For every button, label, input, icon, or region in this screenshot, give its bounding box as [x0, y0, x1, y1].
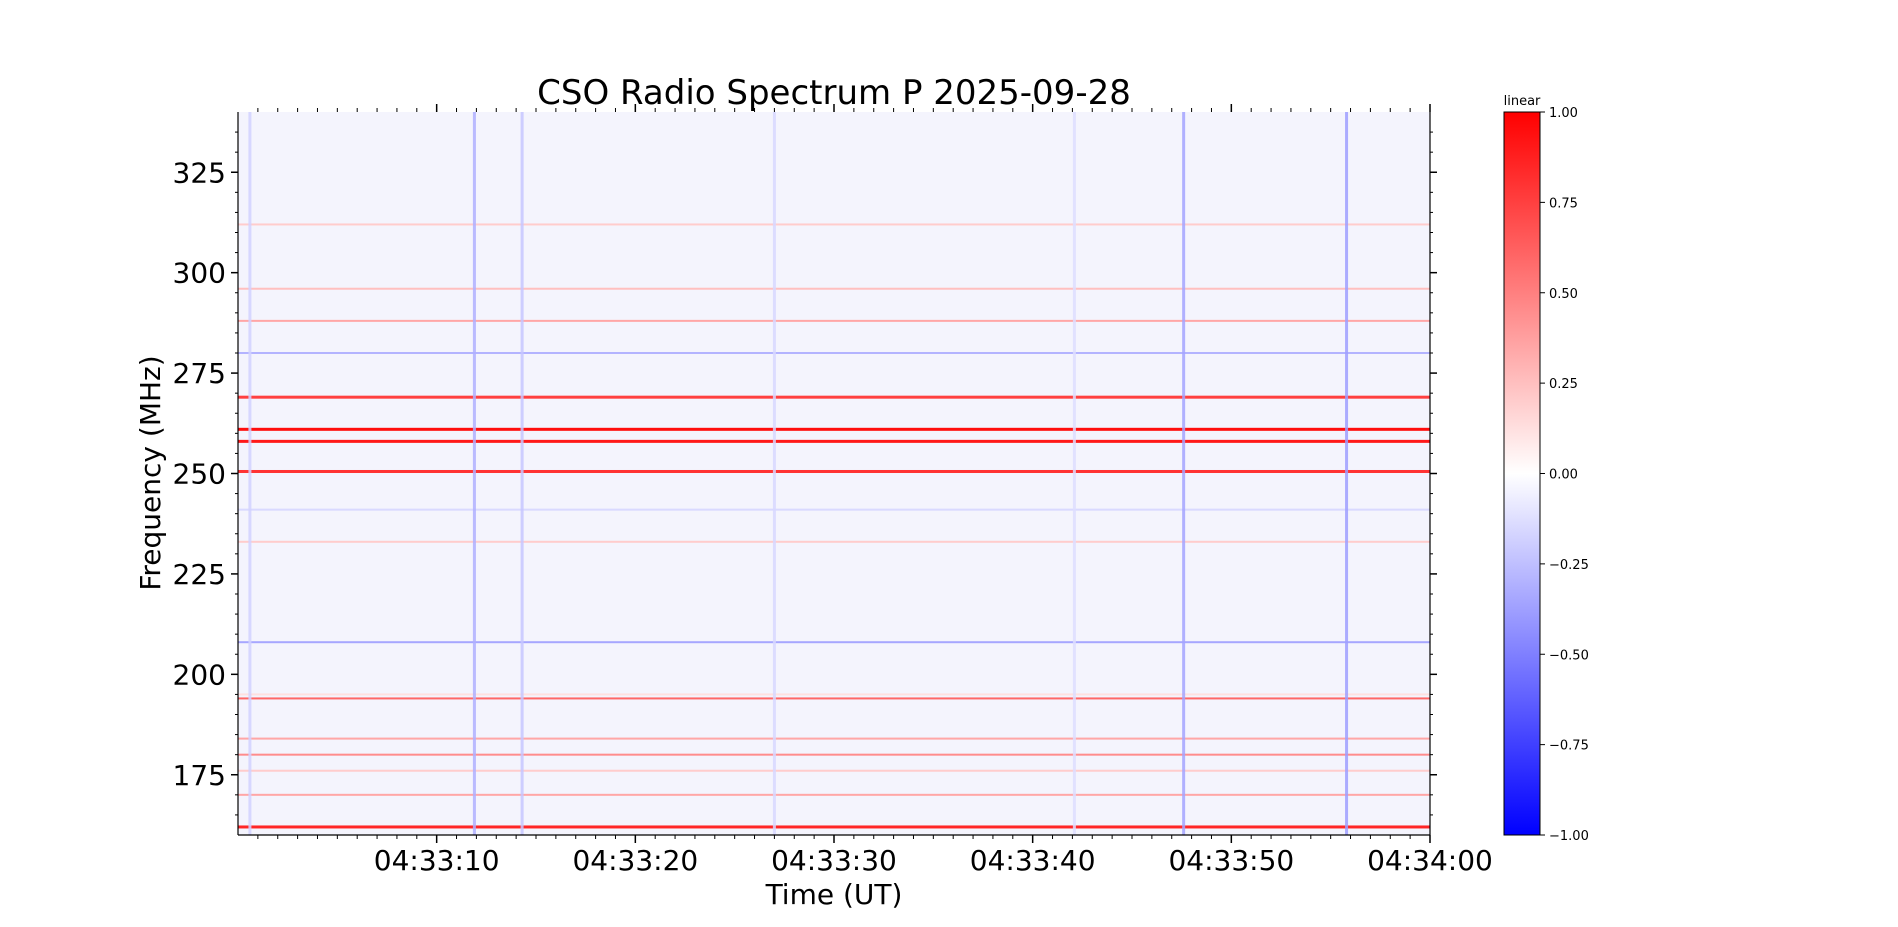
vertical-burst	[1182, 112, 1186, 835]
plot-background	[238, 112, 1430, 835]
horizontal-band	[238, 469, 1430, 473]
colorbar-tick-label: 0.75	[1549, 196, 1578, 211]
horizontal-band	[238, 769, 1430, 772]
colorbar-tick-label: −0.50	[1549, 648, 1589, 663]
y-tick-label: 250	[173, 458, 226, 491]
colorbar-ticks: 1.00 0.75 0.50 0.25 0.00 −0.25 −0.50 −0.75 −1.00	[1540, 106, 1589, 844]
horizontal-band	[238, 439, 1430, 443]
y-axis-label: Frequency (MHz)	[134, 355, 167, 590]
x-axis-label: Time (UT)	[765, 878, 903, 911]
colorbar-tick-label: 1.00	[1549, 106, 1578, 121]
horizontal-band	[238, 508, 1430, 511]
colorbar-tick-label: 0.25	[1549, 377, 1578, 392]
horizontal-band	[238, 737, 1430, 740]
x-tick-label: 04:33:40	[970, 844, 1096, 877]
vertical-burst	[248, 112, 252, 835]
vertical-burst-group	[248, 112, 1349, 835]
axes: 175 200 225 250 275 300 325 04:33:10 04:33:20 04:…	[173, 104, 1493, 877]
vertical-burst	[1072, 112, 1076, 835]
colorbar: linear 1.00 0.75 0.50 0.25 0.00 −0.25 −0.50 −0.…	[1503, 94, 1589, 844]
colorbar-gradient	[1503, 111, 1541, 836]
colorbar-tick-label: −0.75	[1549, 739, 1589, 754]
vertical-burst	[772, 112, 776, 835]
horizontal-band	[238, 352, 1430, 354]
vertical-burst	[1345, 112, 1349, 835]
y-tick-label: 200	[173, 658, 226, 691]
y-tick-label: 275	[173, 357, 226, 390]
colorbar-tick-label: 0.00	[1549, 468, 1578, 483]
colorbar-tick-label: −1.00	[1549, 829, 1589, 844]
horizontal-band-group	[238, 223, 1430, 829]
horizontal-band	[238, 793, 1430, 796]
x-tick-label: 04:33:30	[771, 844, 897, 877]
x-tick-label: 04:33:50	[1168, 844, 1294, 877]
vertical-burst	[472, 112, 476, 835]
horizontal-band	[238, 319, 1430, 322]
y-tick-label: 325	[173, 156, 226, 189]
horizontal-band	[238, 825, 1430, 829]
horizontal-band	[238, 540, 1430, 543]
y-tick-label: 175	[173, 759, 226, 792]
horizontal-band	[238, 223, 1430, 226]
x-tick-label: 04:34:00	[1367, 844, 1493, 877]
horizontal-band	[238, 693, 1430, 696]
horizontal-band	[238, 753, 1430, 756]
horizontal-band	[238, 427, 1430, 431]
y-tick-label: 300	[173, 257, 226, 290]
horizontal-band	[238, 287, 1430, 290]
vertical-burst	[520, 112, 524, 835]
colorbar-label: linear	[1504, 94, 1541, 109]
horizontal-band	[238, 697, 1430, 700]
horizontal-band	[238, 395, 1430, 399]
colorbar-tick-label: −0.25	[1549, 558, 1589, 573]
colorbar-tick-label: 0.50	[1549, 287, 1578, 302]
x-tick-label: 04:33:10	[374, 844, 500, 877]
plot-area	[238, 112, 1430, 835]
horizontal-band	[238, 641, 1430, 644]
x-tick-label: 04:33:20	[572, 844, 698, 877]
y-tick-label: 225	[173, 558, 226, 591]
